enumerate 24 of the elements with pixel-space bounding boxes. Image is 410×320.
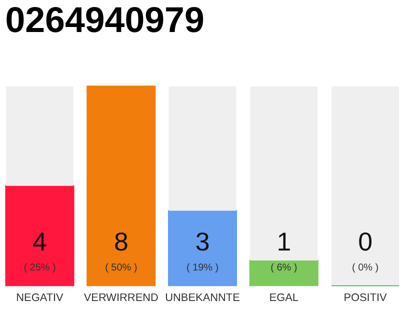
data-label: 0 <box>358 228 372 257</box>
annotation: ( 6% ) <box>270 262 298 274</box>
bar <box>6 86 74 186</box>
bar <box>5 185 74 286</box>
chart-title: 0264940979 <box>5 0 204 40</box>
x-tick-label: POSITIV <box>344 292 388 304</box>
annotation: ( 50% ) <box>105 262 138 274</box>
x-tick-label: NEGATIV <box>16 292 64 304</box>
x-tick-label: UNBEKANNTE <box>165 292 240 304</box>
x-tick-label: VERWIRREND <box>84 292 158 304</box>
bar <box>168 210 238 286</box>
bar <box>249 260 318 286</box>
data-label: 8 <box>114 228 128 257</box>
x-tick-label: EGAL <box>269 292 298 304</box>
bar <box>86 86 156 286</box>
data-label: 1 <box>276 228 292 257</box>
bar <box>332 86 400 286</box>
annotation: ( 25% ) <box>24 262 56 274</box>
bar <box>168 86 236 211</box>
bar <box>250 86 318 260</box>
data-label: 3 <box>195 228 210 257</box>
data-label: 4 <box>32 228 47 257</box>
annotation: ( 0% ) <box>352 262 379 274</box>
annotation: ( 19% ) <box>186 262 219 274</box>
